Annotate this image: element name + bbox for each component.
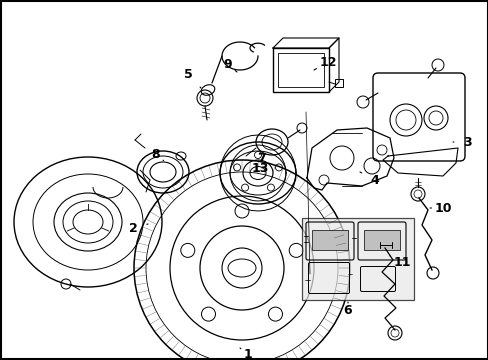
Bar xyxy=(363,230,399,250)
Text: 12: 12 xyxy=(313,55,336,70)
Text: 6: 6 xyxy=(343,302,351,316)
Text: 13: 13 xyxy=(251,162,268,175)
Text: 10: 10 xyxy=(429,202,451,215)
Bar xyxy=(311,230,347,250)
Text: 9: 9 xyxy=(223,58,237,72)
Text: 1: 1 xyxy=(240,348,252,360)
Text: 3: 3 xyxy=(452,135,471,148)
Bar xyxy=(272,48,328,92)
Text: 7: 7 xyxy=(257,152,266,168)
Text: 5: 5 xyxy=(183,68,201,88)
Bar xyxy=(278,53,324,87)
Text: 4: 4 xyxy=(359,172,379,186)
Bar xyxy=(302,218,413,300)
Bar xyxy=(334,79,342,87)
Text: 8: 8 xyxy=(151,148,163,162)
Text: 2: 2 xyxy=(128,221,148,234)
Text: 11: 11 xyxy=(389,256,410,269)
